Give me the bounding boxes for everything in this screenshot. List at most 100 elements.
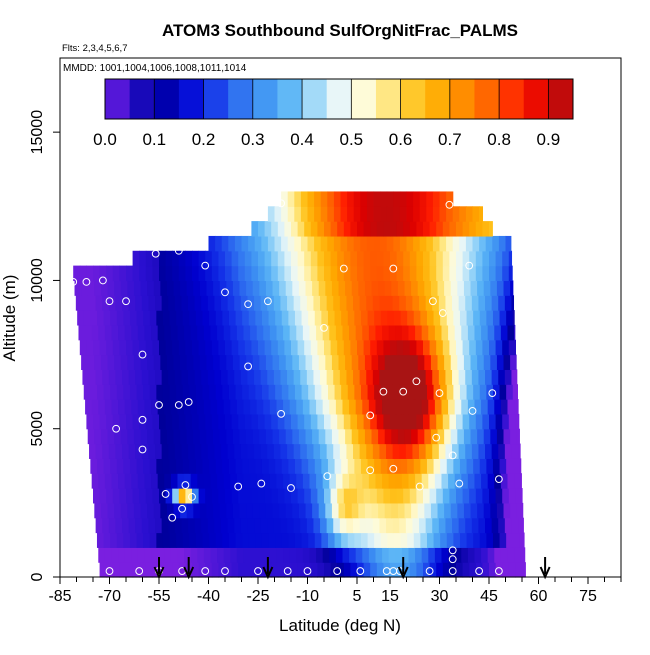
heatmap-cell (137, 547, 146, 563)
heatmap-cell (329, 547, 337, 563)
heatmap-cell (462, 339, 470, 356)
heatmap-cell (441, 399, 449, 415)
heatmap-cell (388, 473, 396, 489)
heatmap-cell (482, 250, 490, 267)
heatmap-cell (419, 517, 427, 534)
heatmap-cell (399, 235, 408, 252)
heatmap-cell (93, 265, 101, 282)
heatmap-cell (284, 413, 292, 430)
heatmap-cell (228, 458, 237, 474)
sample-point (438, 309, 447, 317)
heatmap-cell (371, 280, 379, 296)
heatmap-cell (333, 443, 341, 459)
heatmap-cell (213, 428, 221, 445)
heatmap-cell (370, 488, 378, 504)
heatmap-cell (120, 280, 128, 296)
heatmap-cell (338, 502, 346, 519)
heatmap-cell (279, 502, 287, 519)
heatmap-cell (392, 295, 400, 311)
heatmap-cell (495, 413, 503, 430)
heatmap-cell (358, 428, 366, 445)
heatmap-cell (474, 324, 482, 341)
heatmap-cell (353, 369, 361, 385)
heatmap-cell (489, 265, 497, 282)
heatmap-cell (459, 235, 467, 252)
heatmap-cell (110, 384, 118, 400)
heatmap-cell (326, 443, 334, 459)
heatmap-cell (119, 562, 127, 578)
heatmap-cell (239, 354, 247, 370)
heatmap-cell (466, 458, 474, 474)
heatmap-cell (456, 413, 464, 430)
heatmap-cell (317, 413, 325, 430)
heatmap-cell (140, 354, 148, 370)
heatmap-cell (139, 413, 147, 430)
heatmap-cell (87, 354, 95, 370)
heatmap-cell (485, 235, 493, 252)
heatmap-cell (326, 295, 334, 311)
heatmap-cell (192, 265, 200, 282)
heatmap-cell (251, 221, 259, 237)
heatmap-cell (400, 384, 408, 400)
heatmap-cell (110, 458, 118, 474)
heatmap-cell (144, 399, 152, 415)
heatmap-cell (180, 354, 188, 370)
heatmap-cell (486, 532, 494, 548)
heatmap-cell (173, 280, 181, 296)
heatmap-cell (234, 517, 242, 534)
heatmap-cell (169, 384, 177, 400)
heatmap-cell (511, 517, 519, 534)
heatmap-cell (106, 339, 114, 356)
heatmap-cell (284, 562, 292, 578)
heatmap-cell (87, 280, 95, 296)
heatmap-cell (400, 532, 408, 548)
heatmap-cell (96, 384, 105, 400)
heatmap-cell (330, 488, 338, 504)
heatmap-cell (380, 458, 388, 474)
heatmap-cell (160, 502, 168, 519)
heatmap-cell (178, 339, 186, 356)
heatmap-cell (149, 310, 157, 326)
heatmap-cell (297, 221, 305, 237)
heatmap-cell (259, 354, 267, 370)
heatmap-cell (147, 502, 155, 519)
heatmap-cell (317, 488, 325, 504)
heatmap-cell (351, 280, 359, 296)
heatmap-cell (396, 265, 404, 282)
heatmap-cell (502, 413, 510, 430)
heatmap-cell (129, 532, 138, 548)
heatmap-cell (372, 295, 381, 311)
chart-subtitle-flights: Flts: 2,3,4,5,6,7 (62, 43, 127, 54)
heatmap-cell (391, 428, 399, 445)
heatmap-cell (502, 488, 510, 504)
heatmap-cell (429, 339, 437, 356)
heatmap-cell (148, 295, 156, 311)
heatmap-cell (143, 532, 151, 548)
heatmap-cell (449, 488, 457, 504)
x-tick-label: -40 (197, 588, 220, 605)
sample-point (448, 567, 457, 575)
heatmap-cell (337, 488, 345, 504)
heatmap-cell (244, 339, 252, 356)
heatmap-cell (127, 354, 135, 370)
heatmap-cell (347, 310, 355, 326)
heatmap-cell (265, 428, 274, 445)
heatmap-cell (283, 324, 291, 341)
heatmap-cell (174, 369, 183, 385)
heatmap-cell (492, 384, 501, 400)
heatmap-cell (131, 399, 139, 415)
heatmap-cell (222, 458, 230, 474)
heatmap-cell (259, 280, 267, 296)
heatmap-cell (103, 310, 111, 326)
heatmap-cell (374, 384, 382, 400)
heatmap-cell (73, 265, 81, 282)
heatmap-cell (322, 324, 330, 341)
heatmap-cell (181, 443, 189, 459)
heatmap-cell (255, 384, 263, 400)
heatmap-cell (273, 369, 282, 385)
heatmap-cell (395, 547, 403, 563)
heatmap-cell (494, 324, 502, 341)
heatmap-cell (222, 384, 230, 400)
x-tick-label: 30 (431, 588, 449, 605)
heatmap-cell (390, 488, 398, 504)
